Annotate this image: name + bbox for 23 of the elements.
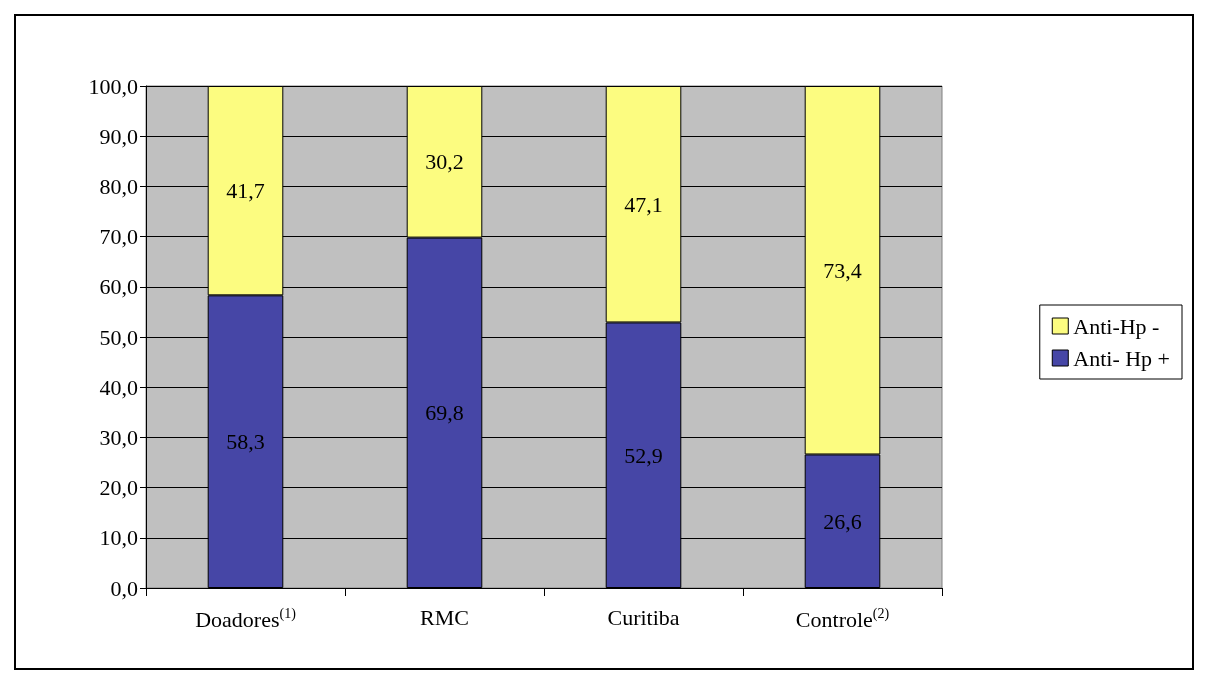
y-tick-label: 90,0 [99,123,138,149]
y-tick-label: 0,0 [110,575,138,601]
y-tick-label: 30,0 [99,424,138,450]
data-label: 41,7 [226,178,265,204]
y-tick-label: 10,0 [99,525,138,551]
data-label: 47,1 [624,191,663,217]
y-tick-label: 70,0 [99,224,138,250]
legend-label: Anti- Hp + [1073,345,1170,371]
y-tick-label: 80,0 [99,173,138,199]
x-tick-label: Curitiba [607,604,680,630]
y-tick-label: 50,0 [99,324,138,350]
data-label: 52,9 [624,442,663,468]
x-tick-label: RMC [420,604,469,630]
data-label: 26,6 [823,508,862,534]
legend-label: Anti-Hp - [1073,313,1160,339]
data-label: 69,8 [425,400,464,426]
y-tick-label: 40,0 [99,374,138,400]
data-label: 73,4 [823,257,862,283]
y-tick-label: 20,0 [99,475,138,501]
data-label: 58,3 [226,429,265,455]
data-label: 30,2 [425,149,464,175]
y-tick-label: 60,0 [99,274,138,300]
y-tick-label: 100,0 [88,73,138,99]
